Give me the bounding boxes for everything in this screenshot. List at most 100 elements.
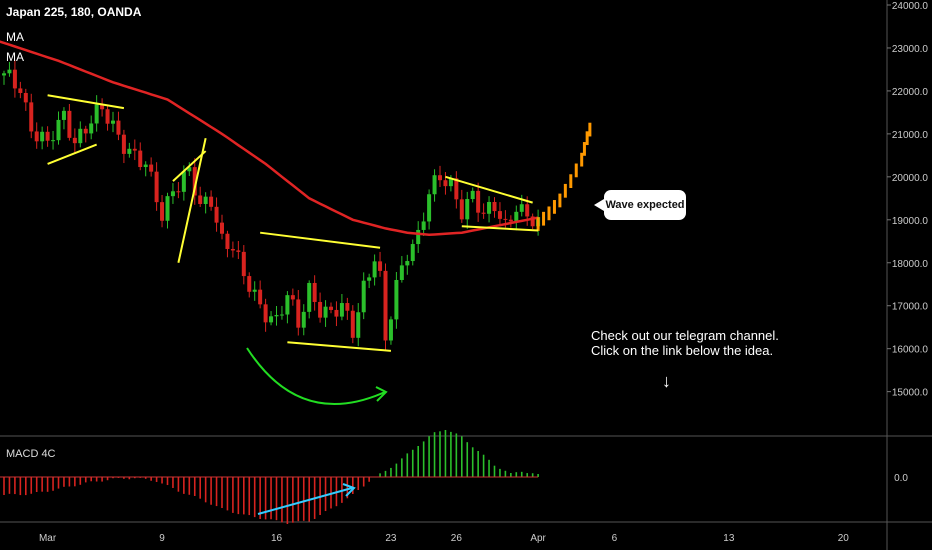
candle (508, 215, 513, 228)
candle (116, 111, 121, 141)
candle-body (241, 251, 246, 277)
y-tick-label: 23000.0 (892, 44, 929, 55)
x-tick-label: 13 (723, 533, 735, 544)
candle (427, 189, 432, 230)
candle (214, 197, 219, 232)
x-tick-label: 9 (159, 533, 165, 544)
candle (61, 107, 66, 130)
candle-body (459, 199, 464, 220)
candle (209, 190, 214, 211)
candle-body (72, 137, 77, 144)
candle (51, 130, 56, 150)
candle (530, 213, 535, 230)
candle-body (7, 69, 12, 74)
candle (290, 288, 295, 306)
candle-body (89, 123, 94, 134)
candle (40, 126, 45, 150)
x-tick-label: Mar (39, 533, 57, 544)
candle (89, 115, 94, 140)
trendline (461, 225, 539, 232)
symbol-title: Japan 225, 180, OANDA (6, 5, 142, 19)
trendline (287, 341, 392, 352)
candle-body (329, 306, 333, 310)
candle (111, 111, 115, 133)
candle (105, 104, 110, 131)
candle (356, 303, 361, 347)
x-tick-label: 23 (385, 533, 397, 544)
green-arrow (246, 347, 386, 405)
candle (274, 305, 279, 326)
candle-body (51, 140, 56, 142)
candle-body (514, 211, 519, 222)
candle-body (127, 148, 132, 154)
candle-body (61, 110, 66, 120)
candle (279, 305, 284, 320)
moving-average (0, 40, 592, 237)
candle (203, 192, 208, 214)
candle (334, 301, 339, 327)
candle (225, 230, 230, 258)
cyan-arrow (257, 487, 353, 515)
candle (198, 186, 203, 207)
candle (100, 98, 105, 117)
candle (372, 254, 377, 286)
candle (378, 251, 383, 277)
candle-body (487, 201, 492, 214)
candle-body (247, 276, 252, 292)
candle-body (45, 131, 50, 141)
candle (230, 241, 235, 258)
candle (252, 281, 257, 301)
ma-line (0, 40, 539, 237)
candle (56, 111, 61, 145)
candle (312, 275, 317, 311)
x-tick-label: 26 (451, 533, 463, 544)
candle-body (296, 299, 301, 328)
candle (492, 197, 497, 218)
candle (220, 214, 224, 240)
candle-body (252, 289, 257, 292)
candle (18, 81, 23, 99)
y-tick-label: 15000.0 (892, 388, 929, 399)
candle (454, 171, 459, 209)
candle-body (34, 131, 39, 142)
candle (388, 316, 393, 345)
candle (301, 304, 306, 336)
candle-body (56, 119, 61, 141)
candle (187, 162, 192, 177)
candle-body (438, 175, 442, 181)
cyan-arrowhead (342, 483, 356, 497)
candle-body (18, 88, 23, 93)
candle-body (225, 233, 230, 249)
candle (192, 158, 197, 205)
candle-body (209, 196, 214, 207)
candle-body (503, 218, 508, 220)
macd-histogram (0, 429, 539, 524)
candle-body (170, 191, 175, 197)
note-line-2: Click on the link below the idea. (591, 343, 774, 358)
candle-body (192, 167, 197, 196)
candle (367, 273, 372, 289)
candle-body (519, 204, 524, 212)
down-arrow-icon: ↓ (662, 371, 671, 391)
candle-body (279, 314, 284, 316)
candle-body (23, 92, 28, 103)
candle (323, 300, 328, 327)
candle (269, 311, 274, 326)
y-tick-label: 18000.0 (892, 259, 929, 270)
candle-body (78, 128, 83, 144)
y-tick-label: 17000.0 (892, 302, 929, 313)
candle-body (100, 104, 105, 110)
candle (465, 191, 470, 229)
candle-body (448, 178, 453, 187)
candle-body (383, 270, 388, 341)
candle-body (263, 304, 268, 323)
candle (258, 280, 263, 309)
candle-body (181, 171, 186, 192)
candle (176, 182, 181, 199)
candle (34, 122, 39, 149)
candle-body (432, 175, 437, 195)
candle (23, 88, 28, 111)
green-arrowhead (375, 386, 388, 402)
candle-body (94, 104, 99, 124)
